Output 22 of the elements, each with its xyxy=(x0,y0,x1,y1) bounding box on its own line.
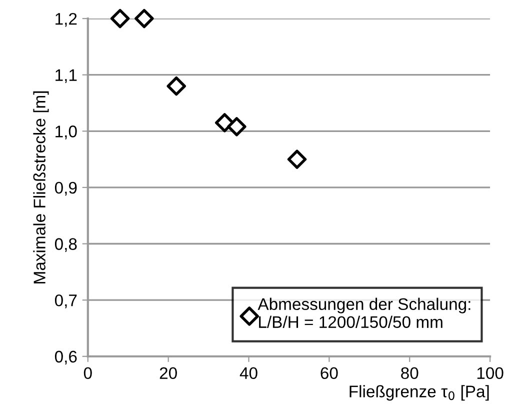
point xyxy=(215,113,234,132)
x-tick-label: 100 xyxy=(477,367,504,380)
y-tick-label: 0,6 xyxy=(54,350,77,365)
x-tick-label: 40 xyxy=(240,367,258,380)
y-tick-label: 0,7 xyxy=(54,294,77,308)
x-tick-label: 60 xyxy=(320,367,338,380)
legend-label: Abmessungen der Schalung: L/B/H = 1200/150/50 mm xyxy=(258,298,470,328)
x-tick-label: 20 xyxy=(160,367,177,380)
y-tick-label: 0,9 xyxy=(54,182,77,196)
point xyxy=(134,8,154,28)
y-tick-label: 0,8 xyxy=(54,238,77,252)
x-tick-label: 0 xyxy=(84,367,92,380)
y-tick-label: 1,1 xyxy=(56,69,77,84)
point xyxy=(227,117,246,136)
y-tick-label: 1,2 xyxy=(56,12,77,27)
point xyxy=(287,150,307,169)
point xyxy=(110,8,130,28)
x-axis-title: Fließgrenze τ$_{0}$ [Pa] xyxy=(350,385,489,401)
x-tick-label: 80 xyxy=(401,367,418,380)
y-tick-label: 1,0 xyxy=(56,126,77,140)
y-axis-title: Maximale Fließstrecke [m] xyxy=(33,91,49,284)
point xyxy=(166,76,186,96)
